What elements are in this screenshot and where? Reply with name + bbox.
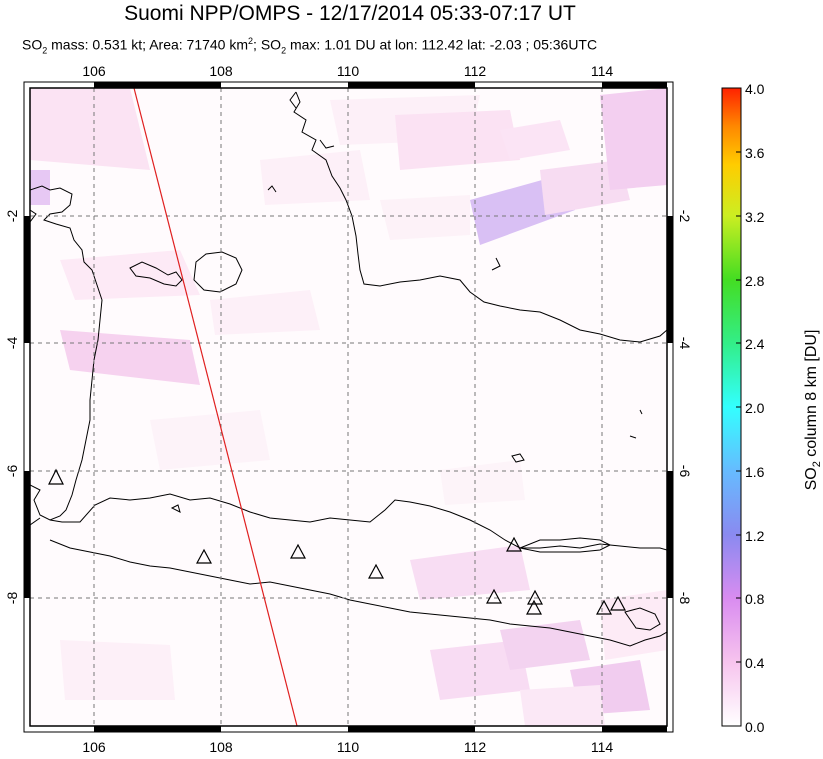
lat-tick-label: -2 (4, 210, 20, 223)
lat-tick-label: -4 (677, 337, 693, 350)
map-title: Suomi NPP/OMPS - 12/17/2014 05:33-07:17 … (124, 2, 576, 25)
map-border-bars (24, 82, 673, 732)
lon-ticks-top: 106 108 110 112 114 (82, 63, 613, 79)
lon-tick-label: 110 (337, 739, 360, 755)
lon-ticks-bottom: 106 108 110 112 114 (82, 739, 613, 755)
map-subtitle: SO2 mass: 0.531 kt; Area: 71740 km2; SO2… (22, 36, 598, 56)
lat-tick-label: -6 (4, 465, 20, 478)
colorbar-tick-label: 0.8 (745, 591, 765, 607)
lon-tick-label: 114 (591, 63, 614, 79)
lat-ticks-left: -2 -4 -6 -8 (4, 210, 20, 605)
lon-tick-label: 110 (337, 63, 360, 79)
lon-tick-label: 108 (209, 739, 233, 755)
colorbar-tick-label: 3.2 (745, 209, 765, 225)
lat-tick-label: -2 (677, 210, 693, 223)
colorbar-tick-label: 2.8 (745, 273, 765, 289)
colorbar-tick-label: 2.0 (745, 400, 765, 416)
volcano-marker (525, 599, 543, 615)
volcano-marker (505, 536, 523, 552)
lat-tick-label: -8 (677, 592, 693, 605)
volcano-marker (595, 599, 613, 615)
volcano-marker (48, 468, 64, 485)
so2-pixel-field (30, 88, 667, 726)
volcano-markers (48, 468, 627, 615)
colorbar-tick-label: 2.4 (745, 336, 765, 352)
colorbar-tick-label: 3.6 (745, 145, 765, 161)
lat-tick-label: -8 (4, 592, 20, 605)
lon-tick-label: 108 (209, 63, 233, 79)
colorbar-axis-label: SO2 column 8 km [DU] (803, 330, 823, 491)
lon-tick-label: 112 (464, 739, 487, 755)
colorbar-tick-label: 0.0 (745, 719, 765, 735)
lon-tick-label: 106 (82, 63, 106, 79)
colorbar-tick-label: 0.4 (745, 655, 765, 671)
volcano-marker (609, 595, 627, 611)
graticule (30, 88, 667, 726)
volcano-marker (195, 548, 213, 564)
lon-tick-label: 114 (591, 739, 614, 755)
lon-tick-label: 112 (464, 63, 487, 79)
volcano-marker (485, 588, 503, 604)
lat-tick-label: -4 (4, 337, 20, 350)
volcano-marker (289, 543, 307, 559)
colorbar-tick-label: 4.0 (745, 81, 765, 97)
colorbar-tick-label: 1.6 (745, 464, 765, 480)
colorbar-tick-label: 1.2 (745, 528, 765, 544)
satellite-track-line (133, 87, 298, 727)
lon-tick-label: 106 (82, 739, 106, 755)
coastlines (30, 91, 667, 647)
colorbar-ticks: 4.0 3.6 3.2 2.8 2.4 2.0 1.6 1.2 0.8 0.4 … (745, 81, 765, 735)
lat-ticks-right: -2 -4 -6 -8 (677, 210, 693, 605)
lat-tick-label: -6 (677, 465, 693, 478)
colorbar-tick-marks (736, 151, 741, 663)
volcano-marker (367, 563, 385, 579)
